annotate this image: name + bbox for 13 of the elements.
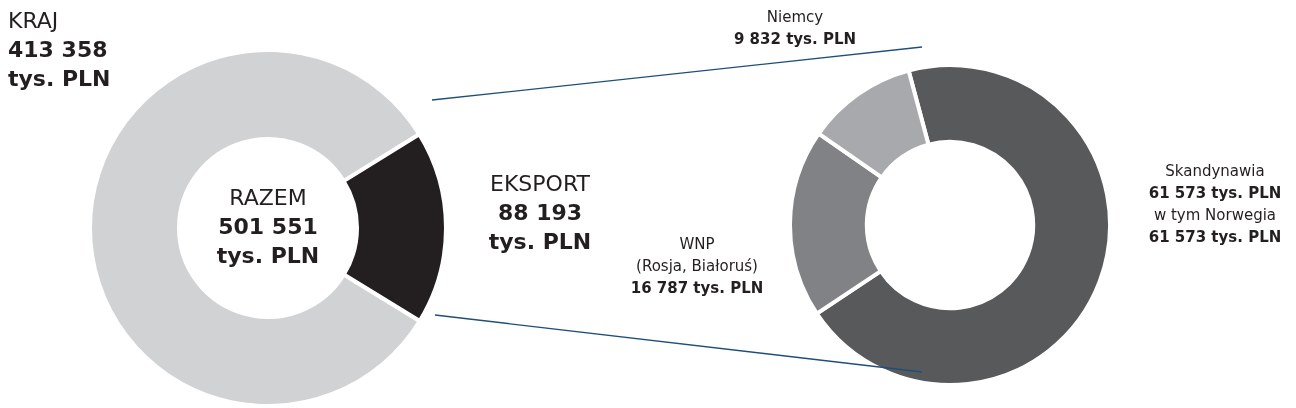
- data-label: 88 193 tys. PLN: [488, 199, 592, 254]
- text: w tym Norwegia 61 573 tys. PLN: [1148, 205, 1282, 246]
- data-label: 413 358 tys. PLN: [8, 36, 111, 91]
- slice-label: WNP (Rosja, Białoruś): [636, 234, 758, 275]
- data-label: 16 787 tys. PLN: [630, 278, 764, 297]
- text: 501 551 tys. PLN: [216, 213, 320, 268]
- data-label: 61 573 tys. PLN: [1148, 183, 1282, 202]
- data-label: 9 832 tys. PLN: [733, 29, 857, 48]
- slice-label: Skandynawia: [1165, 161, 1265, 180]
- slice-label: KRAJ: [8, 7, 59, 33]
- text: RAZEM: [229, 184, 307, 210]
- slice-label: EKSPORT: [490, 170, 591, 196]
- slice-label: Niemcy: [766, 7, 824, 26]
